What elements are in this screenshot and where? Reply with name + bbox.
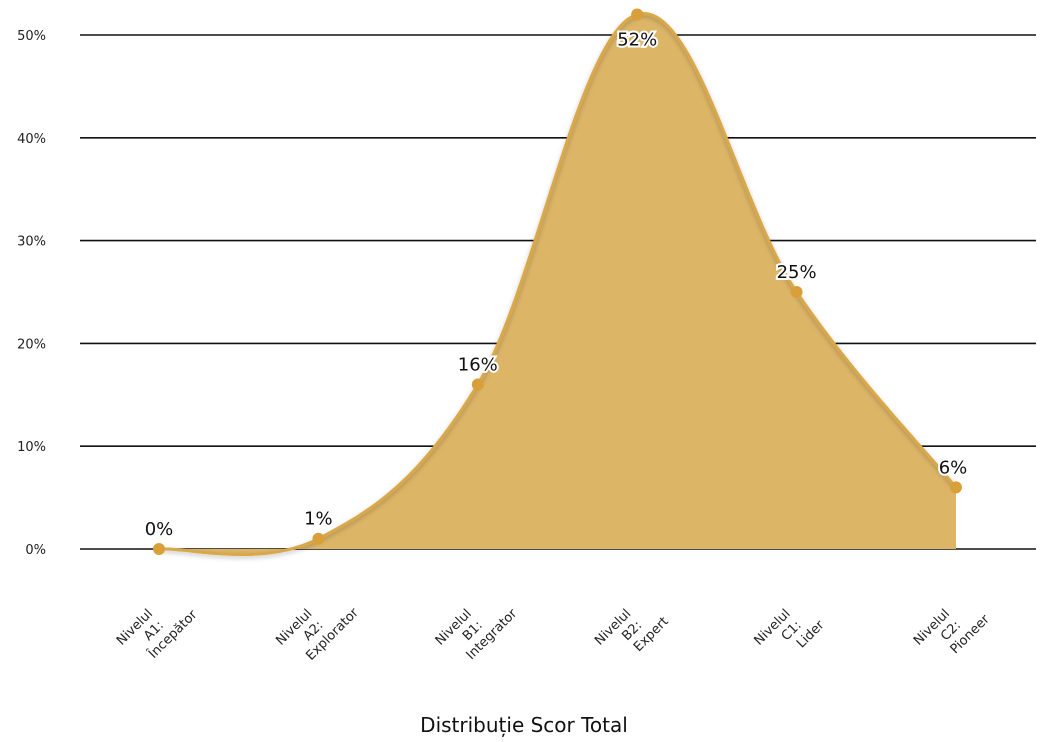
data-labels: 0% 1% 16% 52% 25% 6%	[143, 27, 970, 542]
x-tick-label-line: Lider	[794, 617, 828, 651]
data-point	[950, 481, 962, 494]
y-tick-label: 0%	[25, 543, 46, 558]
y-axis-tick-labels: 0% 10% 20% 30% 40% 50%	[17, 29, 46, 558]
data-label: 25%	[777, 262, 817, 283]
data-label: 52%	[617, 29, 657, 50]
y-tick-label: 30%	[17, 235, 46, 250]
area-series	[158, 12, 958, 557]
data-label: 16%	[458, 355, 498, 376]
data-point	[631, 8, 644, 21]
y-tick-label: 20%	[17, 337, 46, 352]
y-tick-label: 50%	[17, 29, 46, 44]
data-point	[471, 378, 484, 391]
data-label: 6%	[939, 457, 968, 478]
y-tick-label: 40%	[17, 132, 46, 147]
area-fill	[159, 13, 956, 555]
data-point	[312, 532, 325, 545]
data-point	[153, 543, 165, 555]
data-label: 1%	[304, 509, 333, 530]
y-tick-label: 10%	[17, 440, 46, 455]
data-markers	[153, 8, 962, 555]
data-point	[790, 286, 803, 298]
x-axis-title: Distribuție Scor Total	[420, 713, 628, 737]
data-label: 0%	[145, 519, 174, 540]
